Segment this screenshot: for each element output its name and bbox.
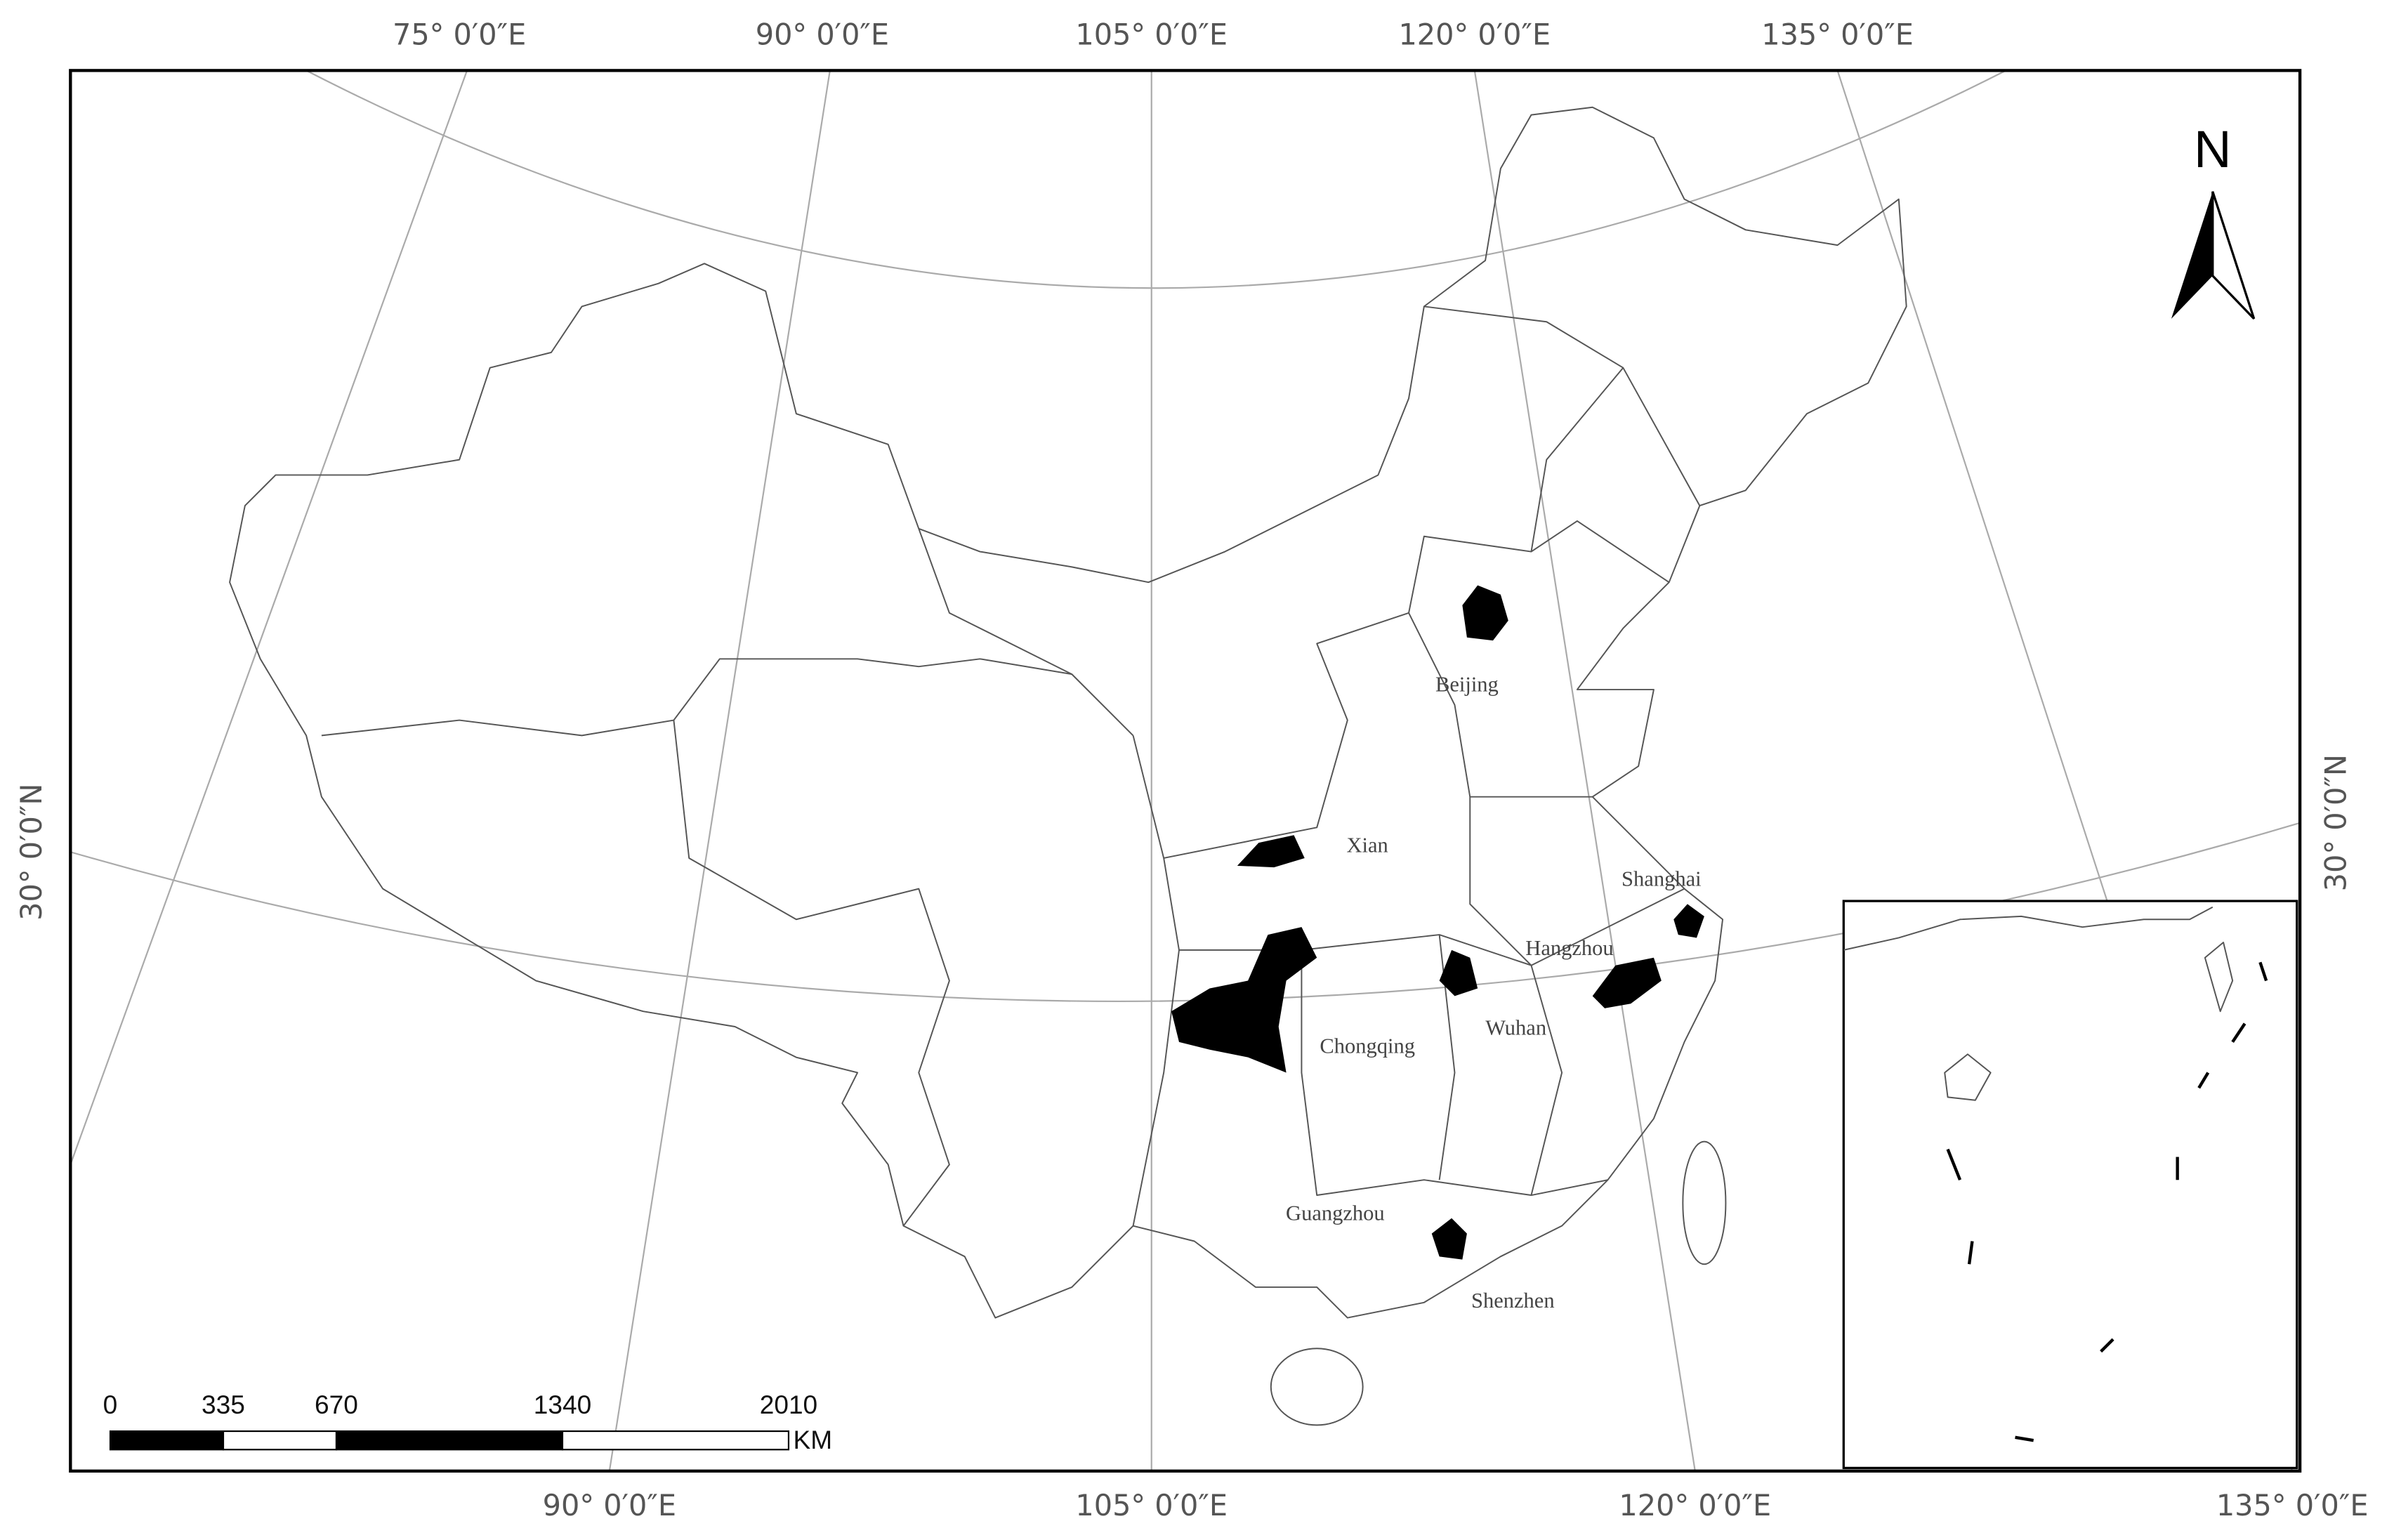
longitude-label: 90° 0′0″E — [756, 18, 889, 51]
scale-tick-label: 670 — [315, 1390, 358, 1419]
meridian — [608, 70, 831, 1471]
scale-tick-label: 335 — [202, 1390, 245, 1419]
province-border — [673, 720, 950, 1227]
city-area — [1431, 1218, 1467, 1260]
city-area — [1439, 949, 1478, 996]
longitude-label: 90° 0′0″E — [543, 1489, 676, 1522]
scale-segment — [109, 1430, 225, 1451]
city-area — [1237, 835, 1305, 868]
province-border — [1423, 305, 1701, 1196]
scale-segment — [222, 1430, 338, 1451]
city-label: Wuhan — [1485, 1015, 1546, 1039]
longitude-label: 120° 0′0″E — [1398, 18, 1551, 51]
meridian — [1473, 70, 1696, 1471]
city-area — [1462, 585, 1508, 641]
inset-coast — [1843, 906, 2234, 1101]
hainan — [1270, 1348, 1364, 1426]
city-area — [1171, 927, 1317, 1073]
scale-segment — [561, 1430, 790, 1451]
scale-unit: KM — [793, 1425, 832, 1454]
longitude-label: 120° 0′0″E — [1619, 1489, 1771, 1522]
city-labels: Beijing Xian Shanghai Hangzhou Wuhan Chongqin… — [1286, 673, 1702, 1312]
scale-tick-label: 2010 — [760, 1390, 817, 1419]
city-label: Chongqing — [1320, 1034, 1415, 1058]
city-area — [1592, 957, 1662, 1008]
longitude-label: 75° 0′0″E — [393, 18, 526, 51]
parallel — [305, 70, 2006, 289]
highlighted-cities — [1171, 585, 1704, 1260]
longitude-label: 135° 0′0″E — [2216, 1489, 2369, 1522]
province-border — [1163, 520, 1670, 859]
scale-segment — [335, 1430, 564, 1451]
latitude-label: 30° 0′0″N — [15, 784, 48, 921]
scale-tick-label: 0 — [103, 1390, 118, 1419]
city-label: Beijing — [1435, 673, 1499, 697]
province-border — [321, 658, 1134, 737]
graticule-labels: 75° 0′0″E 90° 0′0″E 105° 0′0″E 120° 0′0″E 13… — [15, 18, 2369, 1522]
city-label: Guangzhou — [1286, 1201, 1385, 1225]
taiwan — [1682, 1140, 1727, 1265]
map-frame — [69, 69, 2302, 1473]
inset-frame — [1842, 900, 2298, 1470]
meridian — [70, 70, 468, 1165]
longitude-label: 105° 0′0″E — [1075, 18, 1228, 51]
north-arrow: N — [2171, 120, 2256, 320]
north-label: N — [2194, 120, 2232, 178]
arrow-half — [2171, 191, 2213, 319]
city-label: Xian — [1347, 834, 1388, 857]
scale-tick-label: 1340 — [534, 1390, 591, 1419]
latitude-label: 30° 0′0″N — [2320, 754, 2353, 891]
china-map: Beijing Xian Shanghai Hangzhou Wuhan Chongqin… — [229, 106, 1907, 1426]
inset-islands — [1946, 961, 2268, 1442]
inset-map — [1842, 900, 2298, 1470]
longitude-label: 105° 0′0″E — [1075, 1489, 1228, 1522]
city-area — [1673, 904, 1704, 938]
city-label: Hangzhou — [1525, 936, 1613, 960]
arrow-half — [2211, 191, 2256, 320]
city-label: Shanghai — [1622, 867, 1702, 891]
city-label: Shenzhen — [1471, 1289, 1555, 1312]
longitude-label: 135° 0′0″E — [1761, 18, 1914, 51]
scale-bar: 0 335 670 1340 2010 KM — [103, 1390, 832, 1454]
